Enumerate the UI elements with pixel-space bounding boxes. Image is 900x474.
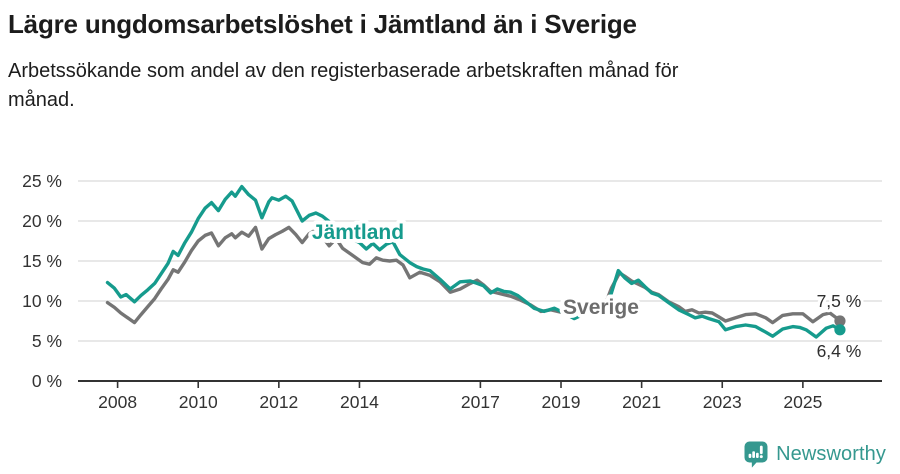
x-tick-label: 2017 — [461, 392, 500, 412]
newsworthy-wordmark: Newsworthy — [776, 442, 886, 465]
series-end-value-sverige: 7,5 % — [817, 291, 862, 311]
bar-1 — [748, 453, 752, 458]
x-tick-label: 2019 — [542, 392, 581, 412]
y-tick-label: 0 % — [32, 371, 62, 391]
series-line-sverige — [105, 225, 842, 325]
series-label-sverige: Sverige — [563, 296, 639, 319]
series-label-jamtland: Jämtland — [312, 221, 404, 244]
x-tick-label: 2025 — [783, 392, 822, 412]
y-tick-label: 25 % — [22, 171, 62, 191]
x-tick-label: 2012 — [259, 392, 298, 412]
line-chart: 2008 2010 2012 2014 2017 2019 2021 2023 2025 0 % 5… — [0, 140, 900, 440]
newsworthy-logo[interactable]: Newsworthy — [743, 440, 886, 468]
y-tick-label: 15 % — [22, 251, 62, 271]
y-tick-label: 10 % — [22, 291, 62, 311]
y-tick-label: 20 % — [22, 211, 62, 231]
x-tick-label: 2010 — [179, 392, 218, 412]
series-end-value-jamtland: 6,4 % — [817, 341, 862, 361]
x-tick-label: 2023 — [703, 392, 742, 412]
x-tick-label: 2021 — [622, 392, 661, 412]
chart-canvas: 2008 2010 2012 2014 2017 2019 2021 2023 2025 0 % 5… — [22, 171, 882, 412]
x-tick-label: 2014 — [340, 392, 379, 412]
page-title: Lägre ungdomsarbetslöshet i Jämtland än … — [8, 9, 637, 39]
exclamation-dot — [759, 455, 763, 459]
chart-header: Lägre ungdomsarbetslöshet i Jämtland än … — [0, 0, 900, 115]
newsworthy-icon — [744, 441, 768, 468]
y-tick-label: 5 % — [32, 331, 62, 351]
series-end-dot-sverige — [834, 315, 846, 327]
x-tick-label: 2008 — [98, 392, 137, 412]
series-line-jamtland — [105, 184, 842, 339]
bar-3 — [756, 452, 759, 458]
series-end-dot-jamtland — [834, 324, 846, 336]
chart-subtitle: Arbetssökande som andel av den registerb… — [8, 59, 679, 111]
bar-2 — [752, 451, 756, 458]
exclamation-bar — [759, 445, 763, 455]
